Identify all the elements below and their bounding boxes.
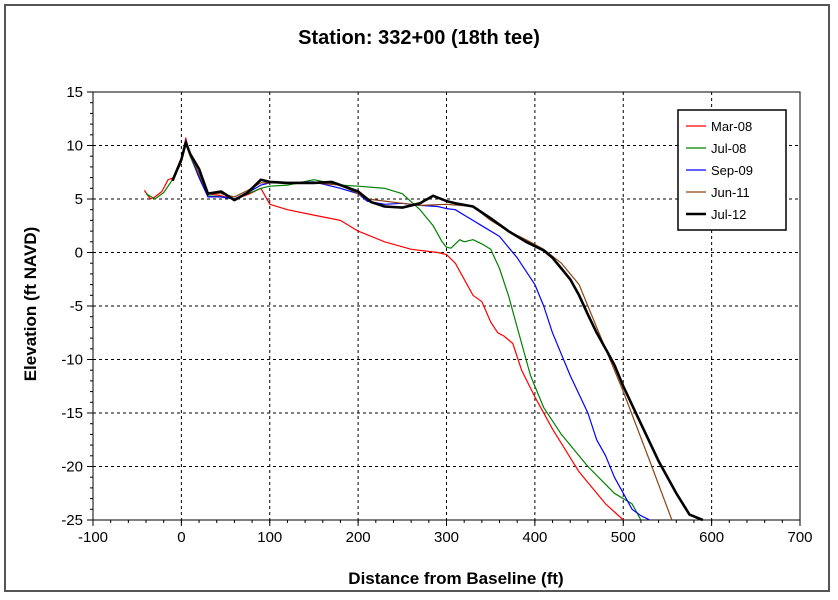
series-lines [143,137,704,522]
x-tick-label: 300 [434,529,459,546]
series-line-jul-08 [145,140,642,521]
axis-ticks: -100 0 100 200 300 400 500 600 700 15 10 5 0 -5 -10 -15… [61,84,812,546]
elevation-profile-chart: Station: 332+00 (18th tee) -100 0 100 200 30… [21,27,813,588]
x-tick-label: 0 [177,529,185,546]
x-tick-label: 500 [611,529,636,546]
legend: Mar-08 Jul-08 Sep-09 Jun-11 Jul-12 [677,109,787,231]
series-line-jul-12 [171,141,704,522]
y-tick-label: -20 [61,459,83,476]
x-tick-label: 400 [522,529,547,546]
y-tick-label: -10 [61,352,83,369]
legend-label-sep-09: Sep-09 [711,163,753,178]
y-tick-label: 5 [75,191,83,208]
legend-label-mar-08: Mar-08 [711,119,752,134]
x-tick-label: 600 [699,529,724,546]
chart-title: Station: 332+00 (18th tee) [298,27,540,49]
legend-label-jun-11: Jun-11 [711,185,750,200]
legend-label-jul-12: Jul-12 [711,207,746,222]
y-tick-label: -5 [70,298,83,315]
x-tick-label: 200 [346,529,371,546]
chart-frame: Station: 332+00 (18th tee) -100 0 100 200 30… [4,4,830,592]
y-axis-label: Elevation (ft NAVD) [21,227,40,382]
x-axis-label: Distance from Baseline (ft) [348,569,563,588]
y-tick-label: 15 [66,84,83,101]
x-tick-label: -100 [78,529,108,546]
y-tick-label: 10 [66,138,83,155]
x-tick-label: 700 [787,529,812,546]
legend-label-jul-08: Jul-08 [711,141,746,156]
series-line-sep-09 [171,139,651,521]
x-tick-label: 100 [257,529,282,546]
y-tick-label: 0 [75,245,83,262]
y-tick-label: -15 [61,405,83,422]
y-tick-label: -25 [61,512,83,529]
